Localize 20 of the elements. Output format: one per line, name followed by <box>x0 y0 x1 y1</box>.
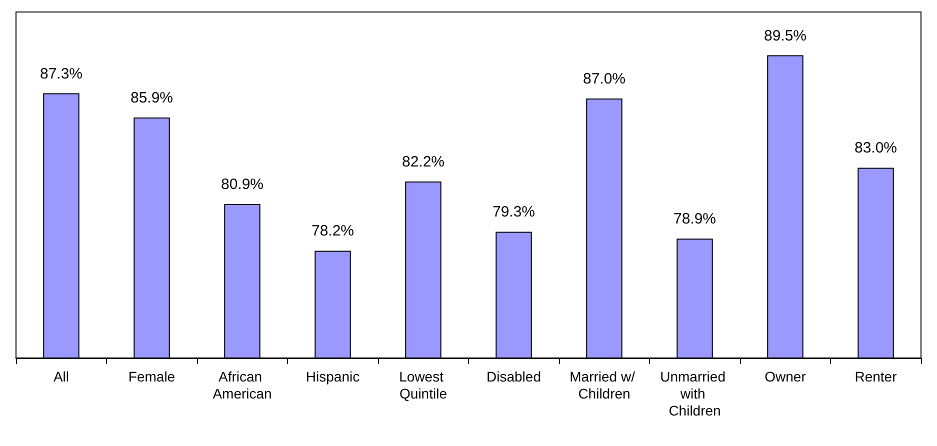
data-label: 87.3% <box>40 65 83 82</box>
x-tick-label: Disabled <box>486 368 541 384</box>
x-tick-label: All <box>53 368 70 384</box>
x-tick-label: Unmarried with Children <box>660 368 730 418</box>
x-tick-label: Renter <box>854 368 898 384</box>
data-label: 79.3% <box>492 204 536 221</box>
x-tick-label: Lowest Quintile <box>399 368 448 402</box>
data-label: 78.9% <box>673 210 716 228</box>
x-tick-label: Hispanic <box>306 368 360 384</box>
x-tick-label: Married w/ Children <box>570 368 639 402</box>
data-label: 83.0% <box>854 140 898 157</box>
data-label: 87.0% <box>582 70 626 88</box>
data-label: 80.9% <box>220 176 264 194</box>
x-tick-label: African American <box>212 368 272 402</box>
x-tick-label: Owner <box>764 368 806 384</box>
data-label: 85.9% <box>130 90 174 107</box>
data-label: 78.2% <box>311 222 354 240</box>
data-label: 89.5% <box>764 27 807 44</box>
data-label: 82.2% <box>402 154 445 171</box>
x-tick-label: Female <box>128 368 176 384</box>
